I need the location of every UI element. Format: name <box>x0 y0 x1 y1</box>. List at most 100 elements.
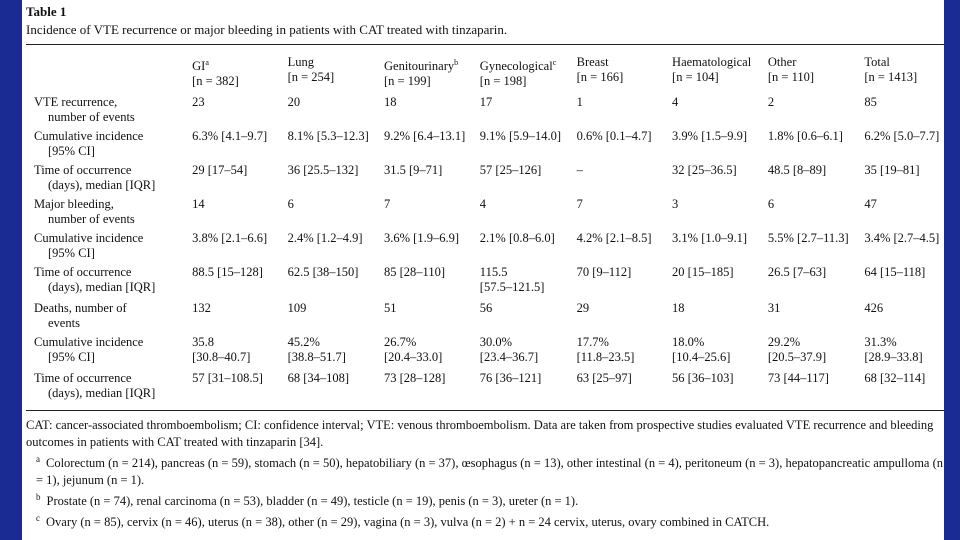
cell-value: [57.5–121.5] <box>479 280 545 294</box>
cell-value: 9.2% [6.4–13.1] <box>384 129 466 143</box>
cell-value: [38.8–51.7] <box>287 350 346 364</box>
table-cell: 63 [25–97] <box>577 371 672 405</box>
row-label-line: Major bleeding, <box>34 197 114 211</box>
table-cell: 3.6% [1.9–6.9] <box>384 231 480 265</box>
row-label: Time of occurrence (days), median [IQR] <box>26 163 192 197</box>
cell-value: 62.5 [38–150] <box>287 265 359 279</box>
cell-value: 31 <box>767 301 781 315</box>
row-label-line: Time of occurrence <box>34 265 132 279</box>
row-label-line: number of events <box>48 110 135 124</box>
table-cell: 29 [17–54] <box>192 163 287 197</box>
table-row: Major bleeding, number of events 14 6 7 4 7 3 6 4… <box>26 197 944 231</box>
table-cell: 4 <box>480 197 577 231</box>
table-cell: 1.8% [0.6–6.1] <box>768 129 864 163</box>
cell-value: 3 <box>672 197 679 211</box>
table-row: Time of occurrence (days), median [IQR] 88… <box>26 265 944 301</box>
table-body: VTE recurrence, number of events 23 20 18 17 1… <box>26 95 944 405</box>
row-label-line: Time of occurrence <box>34 371 132 385</box>
table-notes: CAT: cancer-associated thromboembolism; … <box>26 417 944 531</box>
table-row: Time of occurrence (days), median [IQR] 57… <box>26 371 944 405</box>
cell-value: 73 [44–117] <box>767 371 829 385</box>
table-cell: 26.5 [7–63] <box>768 265 864 301</box>
row-label-line: (days), median [IQR] <box>48 386 156 400</box>
column-name: Genitourinary <box>384 59 455 74</box>
column-header: GIa [n = 382] <box>192 50 287 95</box>
cell-value: 23 <box>192 95 205 109</box>
cell-value: 48.5 [8–89] <box>767 163 827 177</box>
table-cell: 20 <box>288 95 384 129</box>
row-label-line: Cumulative incidence <box>34 231 144 245</box>
column-header: Lung [n = 254] <box>288 50 384 95</box>
row-label-line: Cumulative incidence <box>34 129 144 143</box>
cell-value: 35 [19–81] <box>864 163 920 177</box>
cell-value: 1.8% [0.6–6.1] <box>767 129 843 143</box>
cell-value: 4 <box>672 95 679 109</box>
table-cell: 426 <box>864 301 944 335</box>
table-cell: 56 <box>480 301 577 335</box>
table-cell: 73 [44–117] <box>768 371 864 405</box>
table-panel: Table 1 Incidence of VTE recurrence or m… <box>22 0 944 540</box>
table-cell: 45.2% [38.8–51.7] <box>288 335 384 371</box>
row-label-line: (days), median [IQR] <box>48 280 156 294</box>
cell-value: 18 <box>384 95 397 109</box>
row-label-line: VTE recurrence, <box>34 95 118 109</box>
cell-value: 4 <box>479 197 487 211</box>
column-name: Lung <box>287 55 314 69</box>
table-cell: 51 <box>384 301 480 335</box>
cell-value: 115.5 <box>479 265 508 279</box>
table-cell: 31 <box>768 301 864 335</box>
cell-value: 32 [25–36.5] <box>672 163 737 177</box>
cell-value: 63 [25–97] <box>576 371 632 385</box>
table-cell: 3 <box>672 197 768 231</box>
table-cell: 88.5 [15–128] <box>192 265 287 301</box>
table-row: VTE recurrence, number of events 23 20 18 17 1… <box>26 95 944 129</box>
cell-value: [10.4–25.6] <box>672 350 731 364</box>
cell-value: 7 <box>576 197 583 211</box>
column-n: [n = 166] <box>576 70 624 84</box>
row-label-line: Cumulative incidence <box>34 335 144 349</box>
row-label: Cumulative incidence [95% CI] <box>26 231 192 265</box>
cell-value: [20.4–33.0] <box>384 350 443 364</box>
header-blank <box>26 50 192 95</box>
cell-value: 36 [25.5–132] <box>287 163 359 177</box>
table-cell: 85 [28–110] <box>384 265 480 301</box>
cell-value: 73 [28–128] <box>384 371 446 385</box>
row-label-line: Deaths, number of <box>34 301 127 315</box>
table-row: Deaths, number of events 132 109 51 56 29 18 31 4… <box>26 301 944 335</box>
table-cell: 2.1% [0.8–6.0] <box>480 231 577 265</box>
table-row: Cumulative incidence [95% CI] 6.3% [4.1–9.… <box>26 129 944 163</box>
cell-value: 29.2% <box>767 335 801 349</box>
footnote-text: Ovary (n = 85), cervix (n = 46), uterus … <box>46 515 770 530</box>
cell-value: – <box>576 163 583 177</box>
cell-value: 18.0% <box>672 335 705 349</box>
table-cell: 7 <box>384 197 480 231</box>
column-name: Haematological <box>672 55 752 69</box>
cell-value: [11.8–23.5] <box>576 350 635 364</box>
cell-value: 132 <box>192 301 211 315</box>
row-label-line: (days), median [IQR] <box>48 178 156 192</box>
cell-value: [30.8–40.7] <box>192 350 251 364</box>
cell-value: 6 <box>287 197 294 211</box>
column-name: Gynecological <box>479 59 553 74</box>
row-label-line: events <box>48 316 80 330</box>
table-cell: 132 <box>192 301 287 335</box>
table-cell: 9.1% [5.9–14.0] <box>480 129 577 163</box>
footnote-mark: c <box>552 58 557 67</box>
cell-value: 85 <box>864 95 877 109</box>
cell-value: [23.4–36.7] <box>479 350 539 364</box>
table-cell: 3.9% [1.5–9.9] <box>672 129 768 163</box>
cell-value: 68 [32–114] <box>864 371 926 385</box>
cell-value: 26.5 [7–63] <box>767 265 827 279</box>
cell-value: 1 <box>576 95 583 109</box>
cell-value: 3.9% [1.5–9.9] <box>672 129 748 143</box>
row-label: Major bleeding, number of events <box>26 197 192 231</box>
cell-value: 3.8% [2.1–6.6] <box>192 231 268 245</box>
table-cell: 17 <box>480 95 577 129</box>
row-label: VTE recurrence, number of events <box>26 95 192 129</box>
footnote-text: Prostate (n = 74), renal carcinoma (n = … <box>46 494 579 509</box>
table-cell: 48.5 [8–89] <box>768 163 864 197</box>
cell-value: 88.5 [15–128] <box>192 265 263 279</box>
cell-value: [28.9–33.8] <box>864 350 923 364</box>
column-n: [n = 198] <box>479 74 527 89</box>
column-name: Breast <box>576 55 609 69</box>
